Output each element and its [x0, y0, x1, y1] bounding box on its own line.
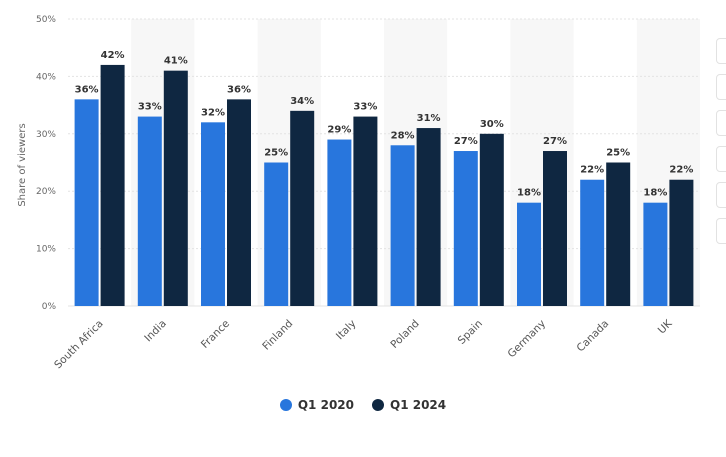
y-tick-label: 30% [36, 130, 56, 140]
y-tick-label: 40% [36, 72, 56, 82]
bar-q1-2024[interactable] [416, 128, 441, 306]
data-label: 36% [75, 84, 99, 95]
y-axis-ticks: 0% 10% 20% 30% 40% 50% [36, 15, 56, 312]
bar-q1-2024[interactable] [606, 162, 631, 307]
data-label: 27% [454, 136, 478, 147]
bar-q1-2024[interactable] [290, 110, 315, 306]
data-label: 25% [606, 148, 630, 159]
data-labels: 36%42%33%41%32%36%25%34%29%33%28%31%27%3… [75, 50, 694, 199]
side-tab[interactable] [716, 38, 726, 64]
bar-q1-2024[interactable] [543, 151, 567, 306]
data-label: 29% [327, 125, 351, 136]
x-tick-label: France [199, 318, 232, 351]
data-label: 28% [391, 130, 415, 141]
side-tab[interactable] [716, 182, 726, 208]
x-tick-label: Germany [506, 318, 549, 361]
legend-label: Q1 2020 [297, 398, 354, 412]
legend-marker [279, 399, 292, 411]
data-label: 25% [264, 148, 288, 159]
x-tick-label: Italy [334, 318, 359, 343]
data-label: 34% [290, 96, 314, 107]
y-axis-label: Share of viewers [17, 123, 28, 206]
data-label: 22% [580, 165, 604, 176]
side-tab[interactable] [716, 74, 726, 100]
data-label: 42% [101, 50, 125, 61]
bar-q1-2020[interactable] [74, 99, 99, 306]
data-label: 33% [353, 102, 377, 113]
x-tick-label: India [142, 318, 169, 345]
y-tick-label: 20% [36, 187, 56, 197]
x-tick-label: Poland [388, 318, 421, 351]
bar-q1-2024[interactable] [163, 70, 188, 306]
x-tick-label: Canada [575, 318, 612, 355]
legend-label: Q1 2024 [390, 398, 447, 412]
bar-q1-2024[interactable] [669, 179, 694, 306]
data-label: 30% [480, 119, 504, 130]
bar-q1-2020[interactable] [137, 116, 162, 306]
x-tick-label: Spain [456, 318, 485, 347]
side-tab[interactable] [716, 110, 726, 136]
y-tick-label: 10% [36, 245, 56, 255]
y-tick-label: 0% [42, 302, 57, 312]
data-label: 33% [138, 102, 162, 113]
bar-q1-2024[interactable] [100, 64, 125, 306]
bar-q1-2020[interactable] [453, 151, 478, 306]
side-tab[interactable] [716, 218, 726, 244]
legend-marker [372, 399, 384, 411]
x-tick-label: UK [656, 317, 676, 337]
bar-q1-2020[interactable] [201, 122, 225, 306]
x-axis-categories: South Africa India France Finland Italy Polan… [52, 317, 675, 371]
data-label: 32% [201, 107, 225, 118]
data-label: 22% [669, 165, 693, 176]
data-label: 41% [164, 56, 188, 67]
bar-q1-2024[interactable] [479, 133, 504, 306]
bar-q1-2020[interactable] [264, 162, 289, 307]
x-tick-label: South Africa [52, 318, 106, 372]
bar-q1-2020[interactable] [327, 139, 352, 306]
data-label: 31% [417, 113, 441, 124]
y-tick-label: 50% [36, 15, 56, 25]
data-label: 18% [643, 188, 667, 199]
data-label: 27% [543, 136, 567, 147]
legend-item-q1-2020[interactable]: Q1 2020 [279, 398, 354, 412]
data-label: 18% [517, 188, 541, 199]
legend: Q1 2020 Q1 2024 [0, 398, 726, 412]
x-tick-label: Finland [260, 318, 295, 353]
side-tab[interactable] [716, 146, 726, 172]
bar-q1-2020[interactable] [643, 202, 668, 306]
bar-q1-2020[interactable] [580, 179, 605, 306]
bar-q1-2020[interactable] [517, 202, 541, 306]
bar-q1-2024[interactable] [227, 99, 251, 306]
bars [74, 64, 694, 307]
data-label: 36% [227, 84, 251, 95]
legend-item-q1-2024[interactable]: Q1 2024 [372, 398, 446, 412]
bar-q1-2024[interactable] [353, 116, 378, 306]
bar-q1-2020[interactable] [390, 145, 415, 306]
